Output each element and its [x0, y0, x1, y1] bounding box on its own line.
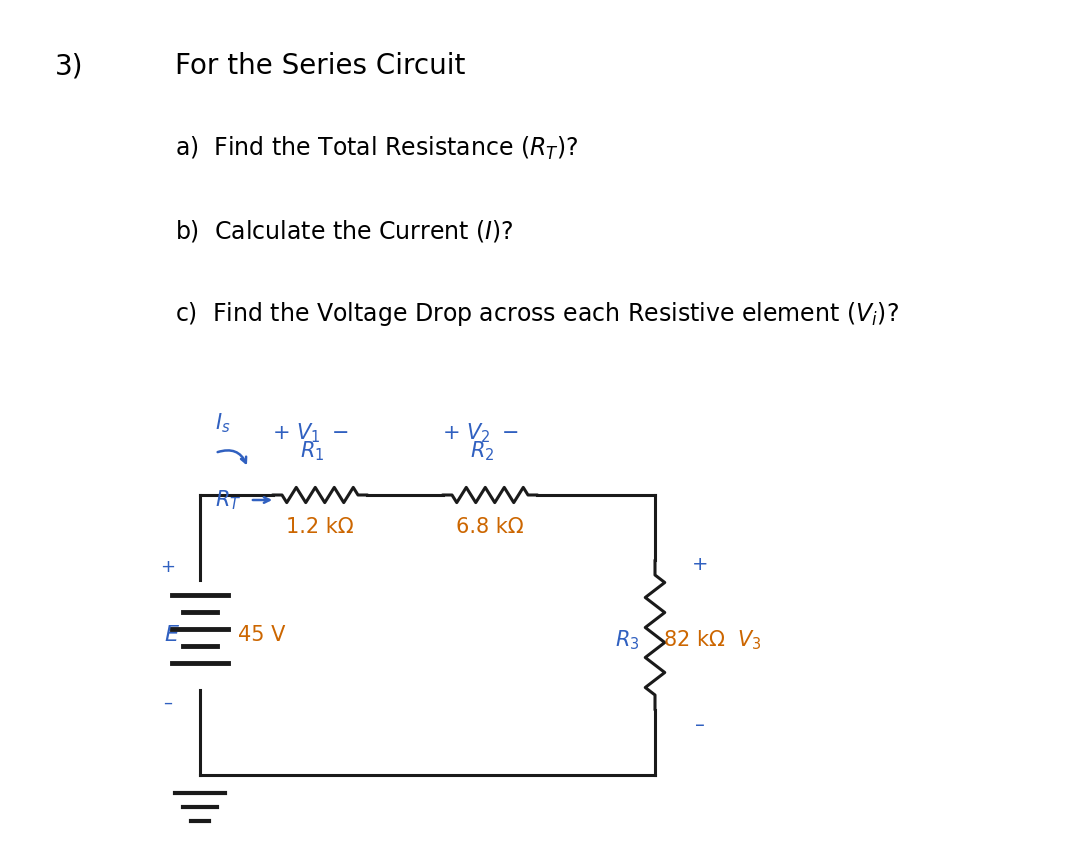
Text: $E$: $E$ [164, 625, 180, 645]
Text: For the Series Circuit: For the Series Circuit [175, 52, 466, 80]
Text: 1.2 kΩ: 1.2 kΩ [286, 517, 353, 537]
Text: 45 V: 45 V [238, 625, 286, 645]
Text: $I_s$: $I_s$ [215, 411, 230, 435]
Text: $R_3$: $R_3$ [615, 628, 640, 651]
Text: $R_2$: $R_2$ [470, 440, 494, 463]
Text: $+\ V_2\ -$: $+\ V_2\ -$ [442, 422, 518, 445]
Text: +: + [160, 558, 176, 576]
Text: 3): 3) [55, 52, 84, 80]
Text: b)  Calculate the Current $(I)$?: b) Calculate the Current $(I)$? [175, 218, 514, 244]
Text: $R_1$: $R_1$ [300, 440, 324, 463]
Text: a)  Find the Total Resistance $(R_T)$?: a) Find the Total Resistance $(R_T)$? [175, 135, 578, 162]
Text: $R_T$: $R_T$ [215, 488, 241, 511]
Text: –: – [695, 715, 705, 734]
Text: –: – [164, 694, 172, 712]
Text: 82 k$\Omega$  $V_3$: 82 k$\Omega$ $V_3$ [663, 628, 762, 651]
Text: +: + [692, 556, 708, 575]
Text: c)  Find the Voltage Drop across each Resistive element $(V_i)$?: c) Find the Voltage Drop across each Res… [175, 300, 899, 328]
Text: 6.8 kΩ: 6.8 kΩ [456, 517, 524, 537]
Text: $+\ V_1\ -$: $+\ V_1\ -$ [272, 422, 348, 445]
